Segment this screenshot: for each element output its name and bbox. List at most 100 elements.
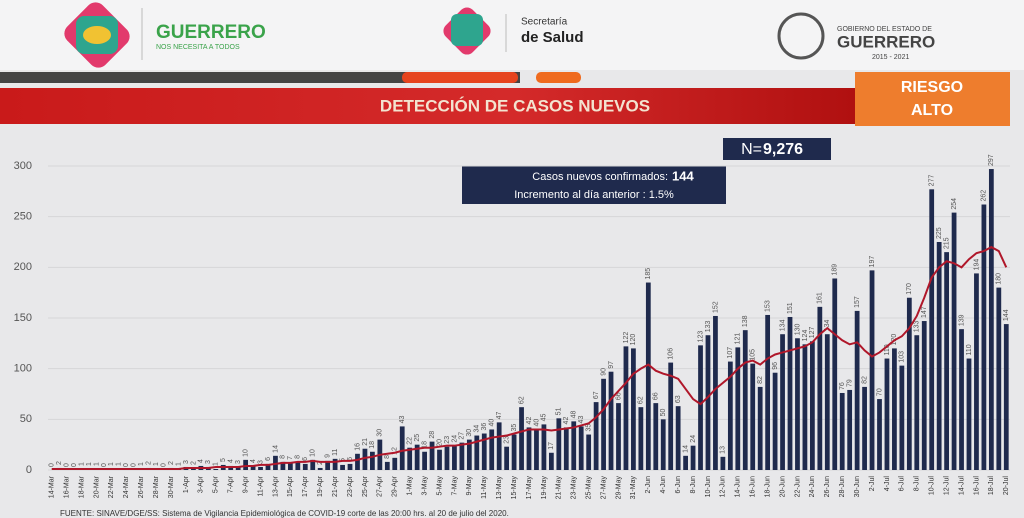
bar — [705, 335, 711, 470]
x-tick-label: 29-May — [615, 476, 622, 500]
bar — [623, 346, 629, 470]
value-label: 62 — [518, 396, 525, 404]
x-tick-label: 19-May — [541, 476, 548, 500]
bar — [593, 402, 599, 470]
bar — [750, 363, 756, 470]
value-label: 8 — [384, 455, 391, 459]
value-label: 3 — [183, 460, 190, 464]
n-box — [723, 138, 831, 160]
dept: Secretaría — [521, 17, 568, 28]
bar — [742, 330, 748, 470]
x-tick-label: 7-Apr — [228, 475, 235, 493]
bar — [892, 348, 897, 470]
bar — [765, 314, 771, 470]
value-label: 66 — [653, 392, 660, 400]
stripe — [402, 72, 518, 83]
x-tick-label: 12-Jul — [943, 476, 950, 496]
bar — [332, 458, 338, 470]
x-tick-label: 21-May — [556, 476, 563, 500]
bar — [832, 278, 838, 470]
value-label: 40 — [489, 419, 496, 427]
average-line — [51, 245, 1008, 470]
value-label: 18 — [369, 441, 376, 449]
x-tick-label: 11-Apr — [257, 475, 264, 496]
x-tick-label: 4-Jul — [884, 476, 891, 492]
value-label: 35 — [586, 424, 593, 432]
value-label: 1 — [213, 462, 220, 466]
value-label: 152 — [712, 301, 719, 313]
bar — [631, 348, 636, 470]
value-label: 1 — [138, 462, 145, 466]
value-label: 23 — [503, 436, 510, 444]
bar — [608, 371, 614, 470]
value-label: 22 — [407, 437, 414, 445]
bar — [951, 212, 957, 470]
value-label: 133 — [705, 320, 712, 332]
x-tick-label: 27-Apr — [377, 475, 384, 497]
bar — [317, 467, 323, 470]
logo — [443, 7, 491, 55]
n-label: N= — [741, 141, 762, 158]
bar — [884, 358, 890, 470]
value-label: 67 — [593, 391, 600, 399]
value-label: 6 — [265, 457, 272, 461]
value-label: 11 — [332, 448, 339, 455]
x-tick-label: 17-May — [526, 476, 533, 500]
value-label: 10 — [242, 449, 249, 457]
value-label: 30 — [377, 429, 384, 437]
value-label: 42 — [563, 417, 570, 425]
value-label: 130 — [794, 323, 801, 335]
value-label: 185 — [645, 268, 652, 280]
bar — [586, 434, 592, 470]
risk-box — [855, 72, 1010, 126]
value-label: 0 — [101, 463, 108, 467]
source: FUENTE: SINAVE/DGE/SS: Sistema de Vigila… — [60, 509, 509, 518]
x-tick-label: 13-Apr — [272, 475, 279, 497]
value-label: 36 — [481, 423, 488, 431]
value-label: 197 — [869, 256, 876, 268]
gov: GOBIERNO DEL ESTADO DE — [837, 26, 932, 33]
value-label: 62 — [638, 396, 645, 404]
value-label: 20 — [436, 439, 443, 447]
bar — [802, 344, 808, 470]
value-label: 122 — [623, 332, 630, 344]
x-tick-label: 25-Apr — [362, 475, 369, 497]
value-label: 9 — [324, 454, 331, 458]
value-label: 0 — [63, 463, 70, 467]
value-label: 151 — [787, 302, 794, 314]
header-bg — [0, 0, 1024, 70]
value-label: 297 — [988, 154, 995, 166]
value-label: 1 — [86, 462, 93, 466]
bar — [601, 378, 606, 470]
value-label: 18 — [421, 441, 428, 449]
value-label: 40 — [533, 419, 540, 427]
x-tick-label: 22-Jun — [794, 476, 801, 498]
value-label: 2 — [168, 461, 175, 465]
x-tick-label: 5-May — [436, 476, 443, 496]
bar — [698, 345, 703, 470]
value-label: 6 — [302, 457, 309, 461]
bar — [914, 335, 920, 470]
value-label: 134 — [824, 319, 831, 331]
value-label: 2 — [56, 461, 63, 465]
y-tick-label: 0 — [26, 464, 32, 476]
x-tick-label: 19-Apr — [317, 475, 324, 497]
value-label: 82 — [861, 376, 868, 384]
bar — [496, 422, 502, 470]
value-label: 0 — [123, 463, 130, 467]
bar — [809, 341, 815, 470]
bar — [325, 460, 331, 470]
x-tick-label: 14-Mar — [49, 475, 56, 498]
bar — [638, 407, 644, 470]
value-label: 225 — [936, 227, 943, 239]
logo — [64, 2, 130, 68]
x-tick-label: 28-Mar — [153, 475, 160, 498]
value-label: 153 — [764, 300, 771, 312]
x-tick-label: 5-Apr — [213, 475, 220, 493]
x-tick-label: 18-Mar — [78, 475, 85, 498]
info-label: Casos nuevos confirmados: — [532, 171, 668, 183]
x-tick-label: 4-Jun — [660, 476, 667, 494]
value-label: 1 — [78, 462, 85, 466]
value-label: 103 — [899, 351, 906, 363]
value-label: 70 — [876, 388, 883, 396]
